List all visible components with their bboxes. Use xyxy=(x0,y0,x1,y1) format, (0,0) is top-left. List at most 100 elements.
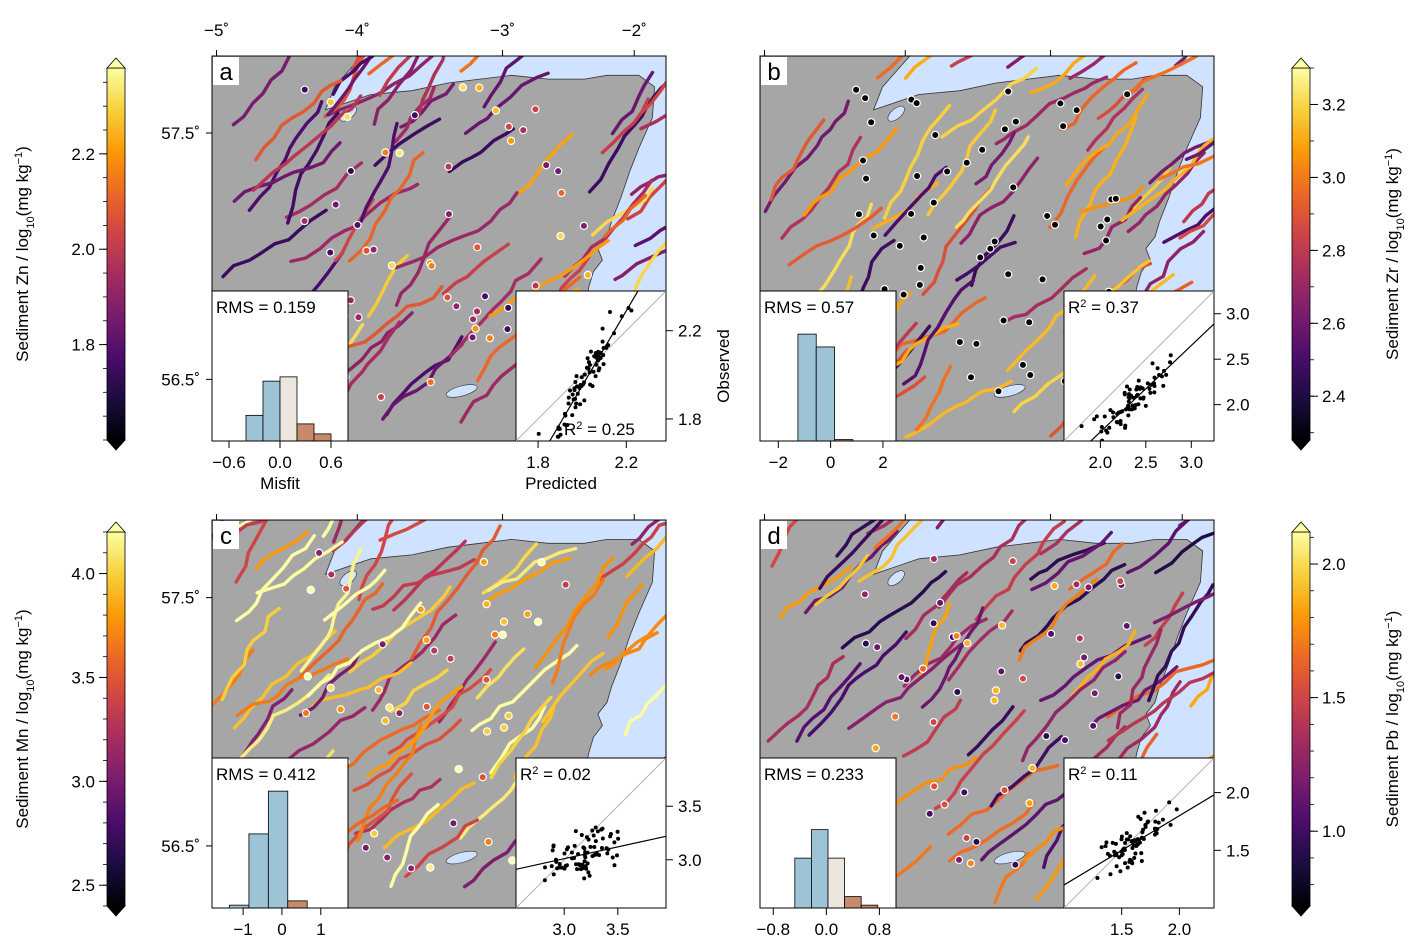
scatter-point xyxy=(587,873,592,878)
river xyxy=(1125,520,1191,575)
sample-point xyxy=(369,245,378,254)
scatter-point xyxy=(1118,869,1123,874)
hist-tick-label: 0.0 xyxy=(268,453,292,472)
misfit-histogram: RMS = 0.412 −1 0 1 xyxy=(211,757,349,939)
sample-point xyxy=(1046,629,1056,639)
river xyxy=(882,103,952,220)
scatter-x-tick-label: 3.0 xyxy=(552,920,576,939)
river xyxy=(1029,56,1087,95)
misfit-histogram: RMS = 0.159 −0.6 0.0 0.6 Misfit xyxy=(211,290,349,493)
sample-point xyxy=(1072,105,1081,115)
colorbar-label: Sediment Zr / log10(mg kg−1) xyxy=(1383,148,1407,360)
sample-point xyxy=(966,859,976,868)
sample-point xyxy=(475,83,484,92)
lat-tick-label: 56.5˚ xyxy=(161,370,200,389)
river xyxy=(840,570,948,650)
scatter-point xyxy=(1108,872,1113,877)
colorbar-tick-label: 1.8 xyxy=(71,336,95,355)
sample-point xyxy=(912,98,921,108)
scatter-point xyxy=(1145,381,1150,386)
colorbar: 1.0 1.5 2.0 Sediment Pb / log10(mg kg−1) xyxy=(1291,521,1407,917)
river xyxy=(389,668,449,714)
scatter-point xyxy=(1134,844,1139,849)
sample-point xyxy=(472,307,482,316)
sample-point xyxy=(427,261,436,271)
river xyxy=(347,151,425,263)
scatter-point xyxy=(1139,858,1144,863)
lake xyxy=(445,384,478,398)
river xyxy=(630,520,661,546)
river xyxy=(807,630,908,737)
sample-point xyxy=(473,243,482,252)
sample-point xyxy=(383,853,392,862)
river xyxy=(373,117,442,167)
sample-point xyxy=(942,167,952,176)
sample-point xyxy=(1000,785,1009,795)
scatter-point xyxy=(1152,826,1157,831)
river xyxy=(626,178,666,221)
sample-point xyxy=(381,716,390,726)
sample-point xyxy=(906,209,916,219)
scatter-point xyxy=(594,362,599,367)
river xyxy=(404,818,480,878)
river xyxy=(597,521,666,582)
scatter-point xyxy=(629,308,634,313)
scatter-point xyxy=(601,353,606,358)
scatter-point xyxy=(557,865,562,870)
sample-point xyxy=(1076,659,1085,669)
river xyxy=(254,78,343,162)
sample-point xyxy=(972,339,981,349)
scatter-point xyxy=(584,835,589,840)
one-to-one-line xyxy=(1064,758,1214,908)
river xyxy=(235,657,350,718)
sample-point xyxy=(556,231,565,241)
panel-letter: a xyxy=(219,59,233,86)
scatter-point xyxy=(584,365,589,370)
sample-point xyxy=(1050,220,1060,229)
river xyxy=(766,655,845,743)
river xyxy=(915,364,953,432)
river xyxy=(220,606,281,702)
scatter-point xyxy=(1125,384,1130,389)
scatter-point xyxy=(1153,819,1158,824)
river xyxy=(1082,195,1143,256)
hist-tick-label: 2 xyxy=(878,453,887,472)
scatter-point xyxy=(600,326,605,331)
scatter-point xyxy=(1152,384,1157,389)
scatter-point xyxy=(579,833,584,838)
lat-tick-label: 57.5˚ xyxy=(161,589,200,608)
river xyxy=(590,186,655,237)
scatter-point xyxy=(1122,846,1127,851)
scatter-point xyxy=(1167,800,1172,805)
scatter-point xyxy=(582,846,587,851)
river xyxy=(902,617,988,688)
scatter-point xyxy=(1124,407,1129,412)
sample-point xyxy=(579,221,589,231)
sample-point xyxy=(531,281,540,290)
sample-point xyxy=(1072,580,1081,589)
river xyxy=(321,520,335,538)
scatter-point xyxy=(582,398,587,403)
sample-point xyxy=(374,685,383,695)
scatter-point xyxy=(1111,410,1116,415)
colorbar-tick-label: 3.2 xyxy=(1322,95,1346,114)
river xyxy=(955,240,1017,282)
scatter-point xyxy=(1114,864,1119,869)
scatter-point xyxy=(563,863,568,868)
scatter-point xyxy=(1139,851,1144,856)
scatter-point xyxy=(1127,395,1132,400)
colorbar-max-arrow xyxy=(106,521,126,533)
sample-point xyxy=(1026,370,1035,380)
river xyxy=(1184,140,1214,161)
river xyxy=(331,520,369,553)
sample-point xyxy=(491,106,501,115)
scatter-point xyxy=(564,423,569,428)
scatter-x-tick-label: 2.0 xyxy=(1168,920,1192,939)
misfit-histogram: RMS = 0.57 −2 0 2 xyxy=(759,290,897,472)
scatter-point xyxy=(1129,859,1134,864)
scatter-x-tick-label: 2.5 xyxy=(1134,453,1158,472)
scatter-point xyxy=(1168,353,1173,358)
sample-point xyxy=(452,302,461,311)
colorbar-label: Sediment Pb / log10(mg kg−1) xyxy=(1383,611,1407,828)
sample-point xyxy=(871,743,880,753)
